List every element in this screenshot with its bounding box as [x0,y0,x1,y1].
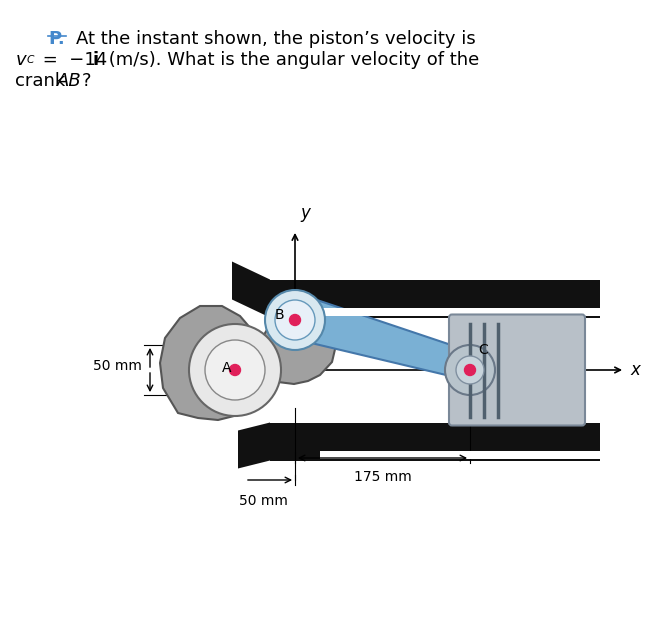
Text: =  −14: = −14 [37,51,108,69]
Text: (m/s). What is the angular velocity of the: (m/s). What is the angular velocity of t… [103,51,479,69]
Text: crank: crank [15,72,71,90]
Polygon shape [160,303,336,420]
Circle shape [230,364,240,376]
Circle shape [445,345,495,395]
FancyBboxPatch shape [449,315,585,426]
Text: C: C [478,343,488,357]
Text: ?: ? [82,72,92,90]
Polygon shape [270,279,600,318]
Circle shape [205,340,265,400]
Text: $_C$: $_C$ [26,51,36,66]
Circle shape [189,324,281,416]
Circle shape [265,290,325,350]
Polygon shape [270,423,600,460]
Text: 50 mm: 50 mm [238,494,288,508]
Polygon shape [320,450,600,458]
Text: P.: P. [48,30,65,48]
Circle shape [456,356,484,384]
Text: y: y [300,204,310,222]
Circle shape [290,315,301,325]
Text: A: A [222,361,232,375]
Text: 50 mm: 50 mm [93,359,142,373]
Text: B: B [275,308,285,322]
Text: x: x [630,361,640,379]
Polygon shape [320,308,600,315]
Polygon shape [279,298,484,384]
Polygon shape [232,261,270,318]
Text: $v$: $v$ [15,51,28,69]
Polygon shape [238,423,270,468]
Text: AB: AB [57,72,82,90]
Text: 175 mm: 175 mm [354,470,412,484]
Text: i: i [93,51,99,69]
Circle shape [465,364,475,376]
Text: At the instant shown, the piston’s velocity is: At the instant shown, the piston’s veloc… [76,30,475,48]
Circle shape [275,300,315,340]
